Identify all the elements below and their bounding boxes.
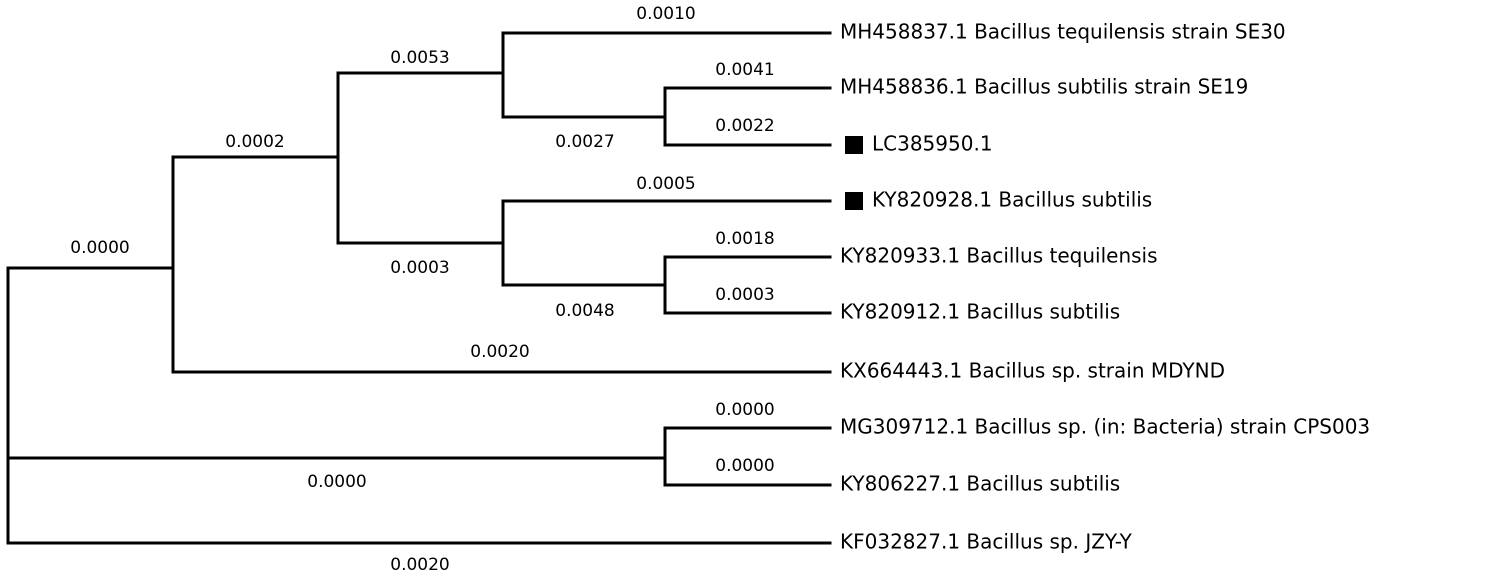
leaf-marker bbox=[845, 192, 863, 210]
branch-length: 0.0003 bbox=[390, 258, 449, 278]
branch-length: 0.0000 bbox=[715, 400, 774, 420]
branch-length: 0.0002 bbox=[225, 132, 284, 152]
branch-length: 0.0010 bbox=[636, 4, 695, 24]
branch-length: 0.0022 bbox=[715, 116, 774, 136]
branch-length: 0.0020 bbox=[470, 342, 529, 362]
leaf-label: LC385950.1 bbox=[872, 132, 993, 156]
branch-length: 0.0053 bbox=[390, 48, 449, 68]
branch-length: 0.0000 bbox=[715, 456, 774, 476]
branch-length: 0.0020 bbox=[390, 555, 449, 575]
branch-length: 0.0018 bbox=[715, 229, 774, 249]
branch-length: 0.0005 bbox=[636, 174, 695, 194]
leaf-label: MH458837.1 Bacillus tequilensis strain S… bbox=[840, 20, 1286, 44]
branch-length: 0.0000 bbox=[70, 238, 129, 258]
leaf-label: KX664443.1 Bacillus sp. strain MDYND bbox=[840, 359, 1225, 383]
leaf-label: KY820928.1 Bacillus subtilis bbox=[872, 188, 1152, 212]
branch-length: 0.0000 bbox=[307, 472, 366, 492]
leaf-marker bbox=[845, 136, 863, 154]
leaf-label: KY820933.1 Bacillus tequilensis bbox=[840, 244, 1158, 268]
branch-length: 0.0041 bbox=[715, 60, 774, 80]
leaf-label: MH458836.1 Bacillus subtilis strain SE19 bbox=[840, 75, 1248, 99]
branch-length: 0.0027 bbox=[555, 132, 614, 152]
branch-length: 0.0003 bbox=[715, 285, 774, 305]
leaf-label: KY820912.1 Bacillus subtilis bbox=[840, 300, 1120, 324]
leaf-label: KF032827.1 Bacillus sp. JZY-Y bbox=[840, 530, 1133, 554]
branch-length: 0.0048 bbox=[555, 301, 614, 321]
leaf-label: MG309712.1 Bacillus sp. (in: Bacteria) s… bbox=[840, 415, 1370, 439]
leaf-label: KY806227.1 Bacillus subtilis bbox=[840, 472, 1120, 496]
